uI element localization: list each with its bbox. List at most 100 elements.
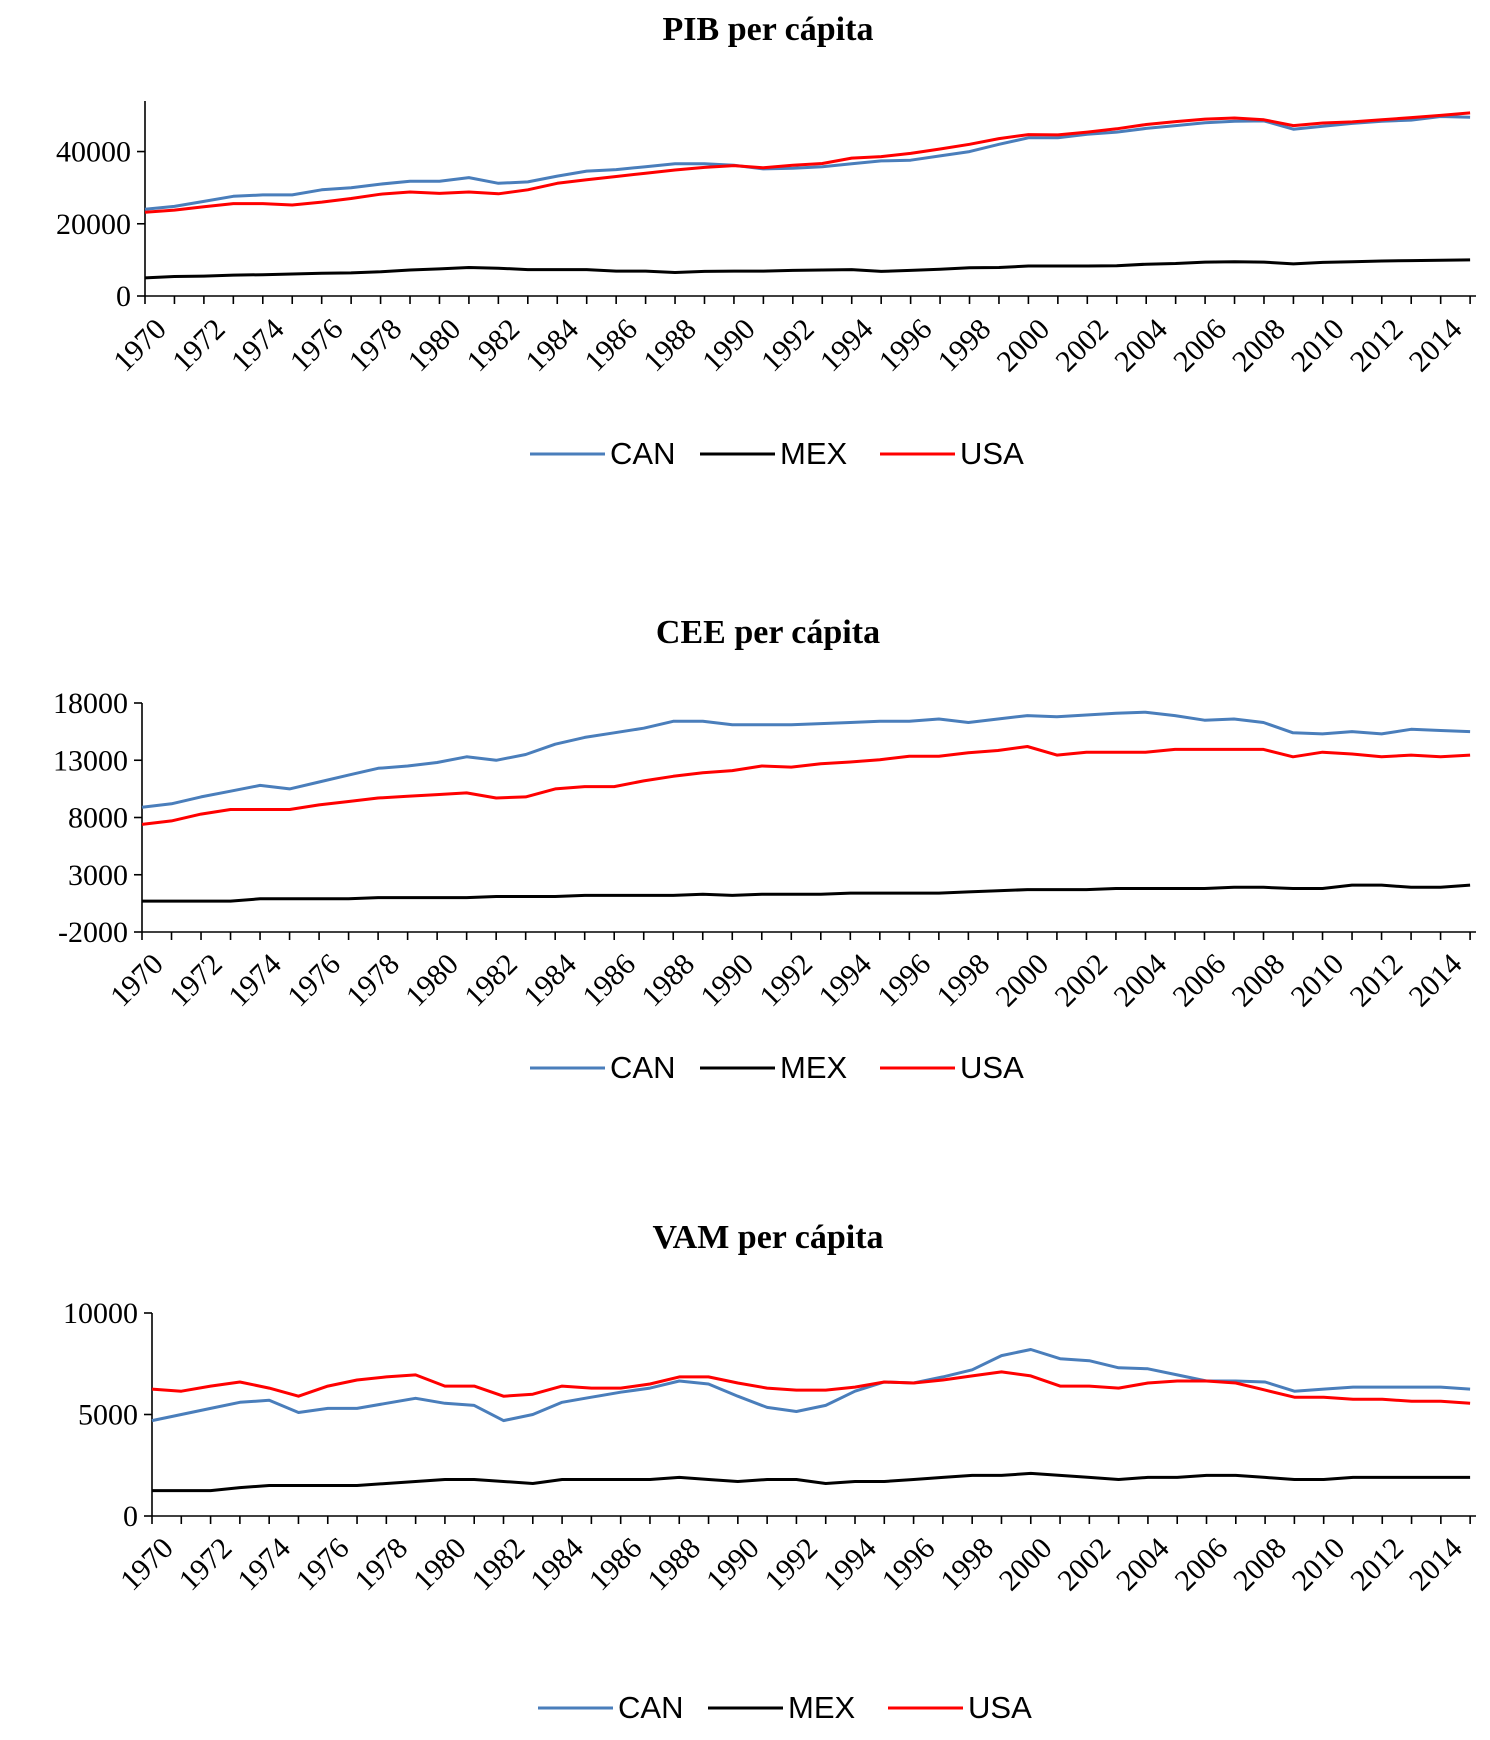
x-tick-label: 2004 xyxy=(1107,947,1173,1013)
chart-title: PIB per cápita xyxy=(663,11,874,48)
series-line-can xyxy=(144,115,1471,211)
x-tick-label: 1984 xyxy=(519,312,585,378)
x-tick-label: 1986 xyxy=(583,1531,649,1597)
x-tick-label: 1990 xyxy=(694,947,760,1013)
series-line-mex xyxy=(152,1471,1471,1493)
series-line-mex xyxy=(142,883,1471,903)
x-tick-label: 2006 xyxy=(1167,947,1233,1013)
y-tick-label: 20000 xyxy=(56,208,131,241)
x-tick-label: 2004 xyxy=(1108,312,1174,378)
x-tick-label: 1980 xyxy=(399,947,465,1013)
x-tick-label: 1976 xyxy=(281,947,347,1013)
legend-label-can: CAN xyxy=(610,436,675,471)
x-tick-label: 1986 xyxy=(576,947,642,1013)
x-tick-label: 1992 xyxy=(758,1531,824,1597)
x-tick-label: 2010 xyxy=(1285,947,1351,1013)
x-tick-label: 1994 xyxy=(817,1531,883,1597)
x-tick-label: 1986 xyxy=(578,312,644,378)
x-tick-label: 2000 xyxy=(989,947,1055,1013)
y-tick-label: -2000 xyxy=(58,916,128,949)
x-tick-label: 1996 xyxy=(873,312,939,378)
series-line-usa xyxy=(141,745,1471,826)
x-tick-label: 1998 xyxy=(934,1531,1000,1597)
y-tick-label: 18000 xyxy=(53,687,128,720)
x-tick-label: 1996 xyxy=(876,1531,942,1597)
x-tick-label: 1976 xyxy=(290,1531,356,1597)
x-tick-label: 2008 xyxy=(1226,312,1292,378)
chart-title: CEE per cápita xyxy=(656,614,880,651)
chart-cee: CEE per cápita -2000 3000 8000 13000 18000 197… xyxy=(53,614,1476,1085)
x-tick-label: 2000 xyxy=(990,312,1056,378)
chart-vam: VAM per cápita 0 5000 10000 1970197219741976… xyxy=(63,1219,1476,1725)
x-tick-label: 2002 xyxy=(1048,947,1114,1013)
y-tick-label: 8000 xyxy=(68,802,128,835)
series-line-mex xyxy=(144,258,1471,280)
x-tick-label: 1978 xyxy=(348,1531,414,1597)
x-tick-label: 1990 xyxy=(700,1531,766,1597)
x-tick-label: 1988 xyxy=(641,1531,707,1597)
legend-label-usa: USA xyxy=(960,436,1024,471)
x-tick-label: 1972 xyxy=(173,1531,239,1597)
x-tick-label: 1982 xyxy=(458,947,524,1013)
x-tick-label: 1978 xyxy=(343,312,409,378)
x-tick-label: 1972 xyxy=(163,947,229,1013)
x-tick-label: 2014 xyxy=(1403,312,1469,378)
legend-label-can: CAN xyxy=(618,1690,683,1725)
legend-label-mex: MEX xyxy=(780,436,848,471)
y-tick-label: 0 xyxy=(116,280,131,313)
series-line-can xyxy=(141,710,1471,809)
x-tick-label: 2012 xyxy=(1344,947,1410,1013)
x-tick-label: 1992 xyxy=(755,312,821,378)
chart-title: VAM per cápita xyxy=(652,1219,883,1256)
chart-pib: PIB per cápita02000040000197019721974197… xyxy=(56,11,1476,471)
legend-label-usa: USA xyxy=(960,1050,1024,1085)
x-tick-label: 1970 xyxy=(104,947,170,1013)
legend-label-mex: MEX xyxy=(788,1690,856,1725)
x-tick-label: 1996 xyxy=(871,947,937,1013)
x-tick-label: 2002 xyxy=(1049,312,1115,378)
x-tick-label: 1980 xyxy=(407,1531,473,1597)
x-tick-label: 2014 xyxy=(1403,1531,1469,1597)
x-tick-label: 1974 xyxy=(225,312,291,378)
x-tick-label: 2014 xyxy=(1403,947,1469,1013)
y-tick-label: 40000 xyxy=(56,136,131,169)
x-tick-label: 1982 xyxy=(466,1531,532,1597)
x-tick-label: 2008 xyxy=(1226,947,1292,1013)
x-tick-label: 1994 xyxy=(812,947,878,1013)
legend-label-usa: USA xyxy=(968,1690,1032,1725)
x-tick-label: 2000 xyxy=(993,1531,1059,1597)
series-line-can xyxy=(151,1348,1471,1423)
x-tick-label: 1974 xyxy=(222,947,288,1013)
y-tick-label: 3000 xyxy=(68,859,128,892)
y-tick-label: 13000 xyxy=(53,744,128,777)
series-line-usa xyxy=(151,1370,1471,1405)
x-tick-label: 1998 xyxy=(930,947,996,1013)
x-tick-label: 1974 xyxy=(231,1531,297,1597)
legend-label-can: CAN xyxy=(610,1050,675,1085)
x-tick-label: 1990 xyxy=(696,312,762,378)
x-tick-label: 2012 xyxy=(1344,1531,1410,1597)
x-tick-label: 1976 xyxy=(284,312,350,378)
x-tick-label: 2012 xyxy=(1344,312,1410,378)
y-tick-label: 10000 xyxy=(63,1297,138,1330)
x-tick-label: 2002 xyxy=(1051,1531,1117,1597)
x-tick-label: 1972 xyxy=(166,312,232,378)
x-tick-label: 1988 xyxy=(635,947,701,1013)
x-tick-label: 1982 xyxy=(460,312,526,378)
x-tick-label: 1984 xyxy=(517,947,583,1013)
x-tick-label: 1970 xyxy=(114,1531,180,1597)
x-tick-label: 1980 xyxy=(402,312,468,378)
legend-label-mex: MEX xyxy=(780,1050,848,1085)
series-line-usa xyxy=(144,111,1471,214)
x-tick-label: 1992 xyxy=(753,947,819,1013)
x-tick-label: 2006 xyxy=(1167,312,1233,378)
x-tick-label: 2010 xyxy=(1286,1531,1352,1597)
x-tick-label: 2008 xyxy=(1227,1531,1293,1597)
x-tick-label: 2004 xyxy=(1110,1531,1176,1597)
x-tick-label: 2010 xyxy=(1285,312,1351,378)
x-tick-label: 1998 xyxy=(932,312,998,378)
y-tick-label: 0 xyxy=(123,1500,138,1533)
x-tick-label: 1984 xyxy=(524,1531,590,1597)
x-tick-label: 1988 xyxy=(637,312,703,378)
